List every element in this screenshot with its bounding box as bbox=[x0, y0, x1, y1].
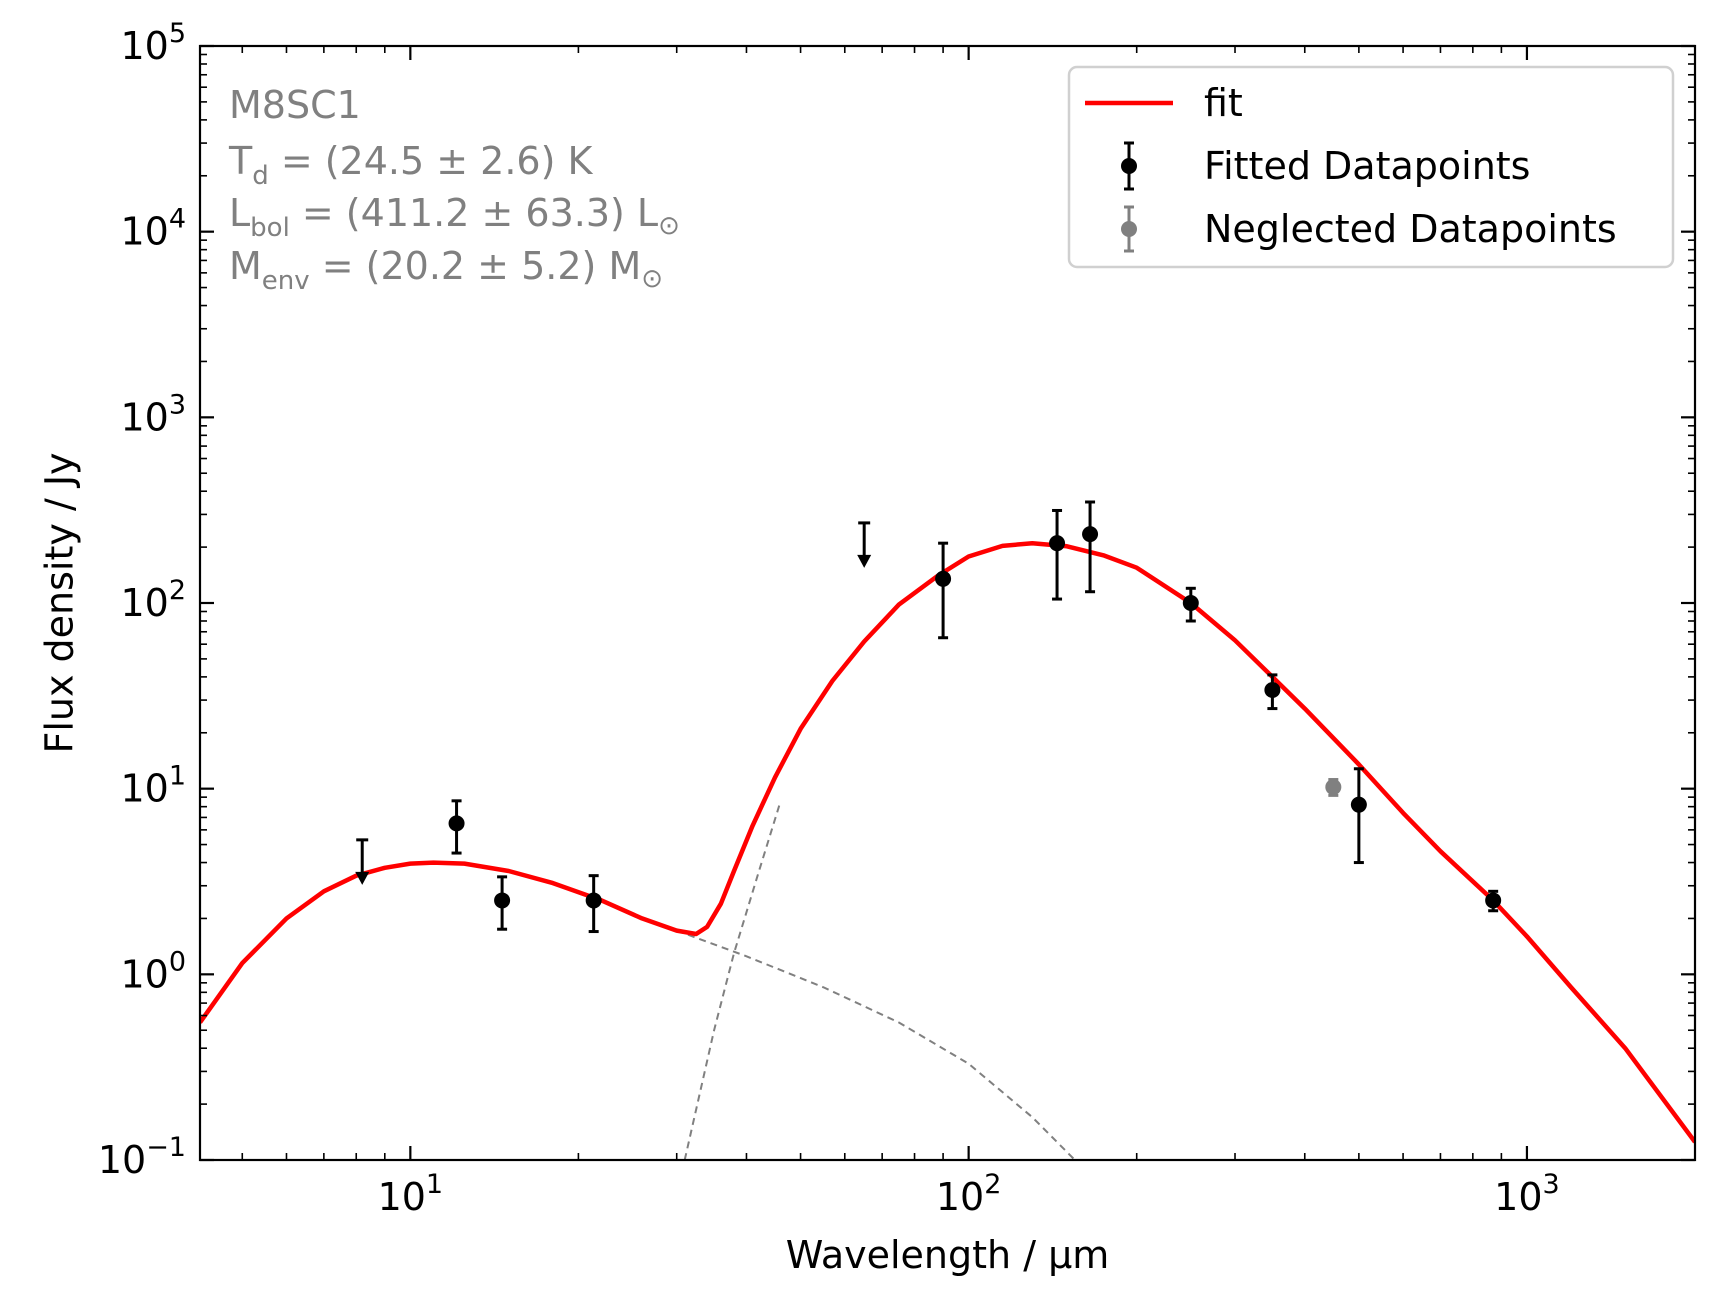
y-tick-base: 10 bbox=[120, 952, 168, 996]
data-marker bbox=[1082, 526, 1099, 543]
data-marker bbox=[1182, 595, 1199, 611]
y-tick-label: 104 bbox=[120, 204, 186, 254]
x-tick-base: 10 bbox=[936, 1175, 984, 1219]
fitted-datapoint bbox=[448, 799, 465, 855]
neglected-datapoint bbox=[1325, 778, 1342, 797]
y-tick-exponent: 5 bbox=[169, 18, 186, 49]
legend-fit-label: fit bbox=[1204, 81, 1243, 125]
lbol-symbol: L bbox=[229, 191, 250, 235]
y-tick-label: 105 bbox=[120, 18, 186, 68]
menv-value: = (20.2 ± 5.2) M bbox=[310, 244, 642, 288]
data-marker bbox=[494, 892, 511, 909]
x-tick-label: 102 bbox=[936, 1169, 1002, 1219]
fitted-datapoint bbox=[1350, 767, 1367, 865]
legend-neglected-marker bbox=[1121, 205, 1137, 253]
fitted-datapoint bbox=[585, 874, 602, 934]
legend-neglected-label: Neglected Datapoints bbox=[1204, 207, 1617, 251]
menv-subscript: env bbox=[262, 266, 310, 296]
dust-temperature: Td = (24.5 ± 2.6) K bbox=[228, 139, 594, 191]
fit-curve bbox=[200, 540, 1695, 1144]
y-axis-label: Flux density / Jy bbox=[38, 452, 82, 753]
cold-component-curve bbox=[683, 801, 782, 1160]
legend: fit Fitted Datapoints Neglected Datapoin… bbox=[1067, 65, 1675, 269]
y-tick-exponent: −1 bbox=[146, 1132, 186, 1163]
x-tick-label: 103 bbox=[1494, 1169, 1560, 1219]
warm-component-curve bbox=[676, 929, 1076, 1160]
legend-neglected-dot bbox=[1121, 221, 1137, 237]
upper-limit-arrowhead bbox=[857, 554, 872, 568]
td-subscript: d bbox=[252, 161, 269, 191]
fitted-datapoint bbox=[1264, 673, 1281, 711]
x-tick-exponent: 2 bbox=[984, 1169, 1001, 1200]
legend-fitted-marker bbox=[1121, 141, 1137, 191]
y-tick-base: 10 bbox=[120, 581, 168, 625]
x-tick-exponent: 3 bbox=[1543, 1169, 1560, 1200]
upper-limit bbox=[857, 521, 872, 568]
legend-fitted-dot bbox=[1121, 158, 1137, 174]
y-tick-label: 100 bbox=[120, 946, 186, 996]
y-tick-base: 10 bbox=[98, 1138, 146, 1182]
data-marker bbox=[1264, 681, 1281, 698]
y-tick-exponent: 2 bbox=[169, 575, 186, 606]
x-tick-base: 10 bbox=[378, 1175, 426, 1219]
data-marker bbox=[1350, 796, 1367, 813]
data-marker bbox=[448, 815, 465, 832]
fitted-datapoint bbox=[1182, 586, 1199, 623]
y-tick-base: 10 bbox=[120, 24, 168, 68]
y-tick-label: 10−1 bbox=[98, 1132, 186, 1182]
y-tick-label: 101 bbox=[120, 761, 186, 811]
data-points bbox=[355, 500, 1502, 934]
td-value: = (24.5 ± 2.6) K bbox=[269, 139, 594, 183]
envelope-mass: Menv = (20.2 ± 5.2) M⊙ bbox=[229, 244, 663, 296]
upper-limit bbox=[355, 838, 370, 885]
fitted-datapoint bbox=[1485, 889, 1502, 913]
data-marker bbox=[585, 892, 602, 909]
fit-parameters-annotation: M8SC1 Td = (24.5 ± 2.6) K Lbol = (411.2 … bbox=[228, 83, 680, 296]
fitted-datapoint bbox=[1049, 508, 1066, 601]
upper-limit-arrowhead bbox=[355, 871, 370, 885]
y-tick-base: 10 bbox=[120, 210, 168, 254]
data-marker bbox=[1049, 535, 1066, 552]
y-tick-exponent: 1 bbox=[169, 761, 186, 792]
menv-symbol: M bbox=[229, 244, 262, 288]
lbol-sun-symbol: ⊙ bbox=[658, 211, 680, 241]
lbol-value: = (411.2 ± 63.3) L bbox=[290, 191, 658, 235]
y-tick-exponent: 0 bbox=[169, 946, 186, 977]
legend-fitted-label: Fitted Datapoints bbox=[1204, 144, 1530, 188]
lbol-subscript: bol bbox=[250, 213, 290, 243]
y-tick-base: 10 bbox=[120, 395, 168, 439]
source-name: M8SC1 bbox=[229, 83, 361, 127]
axis-ticks bbox=[200, 44, 1695, 1162]
x-tick-base: 10 bbox=[1494, 1175, 1542, 1219]
data-marker bbox=[1325, 779, 1342, 796]
fitted-datapoint bbox=[494, 875, 511, 931]
fitted-datapoint bbox=[1082, 500, 1099, 594]
bolometric-luminosity: Lbol = (411.2 ± 63.3) L⊙ bbox=[229, 191, 680, 243]
x-tick-exponent: 1 bbox=[426, 1169, 443, 1200]
y-tick-exponent: 4 bbox=[169, 204, 186, 235]
data-marker bbox=[935, 570, 952, 587]
data-marker bbox=[1485, 892, 1502, 909]
td-symbol: T bbox=[228, 139, 253, 183]
legend-box bbox=[1067, 65, 1675, 269]
model-components bbox=[676, 801, 1076, 1160]
y-tick-base: 10 bbox=[120, 767, 168, 811]
y-tick-exponent: 3 bbox=[169, 389, 186, 420]
x-axis-label: Wavelength / μm bbox=[786, 1233, 1110, 1277]
fit-curve-group bbox=[200, 540, 1695, 1144]
menv-sun-symbol: ⊙ bbox=[641, 264, 663, 294]
y-tick-label: 102 bbox=[120, 575, 186, 625]
y-tick-label: 103 bbox=[120, 389, 186, 439]
x-tick-label: 101 bbox=[378, 1169, 444, 1219]
fitted-datapoint bbox=[935, 541, 952, 640]
